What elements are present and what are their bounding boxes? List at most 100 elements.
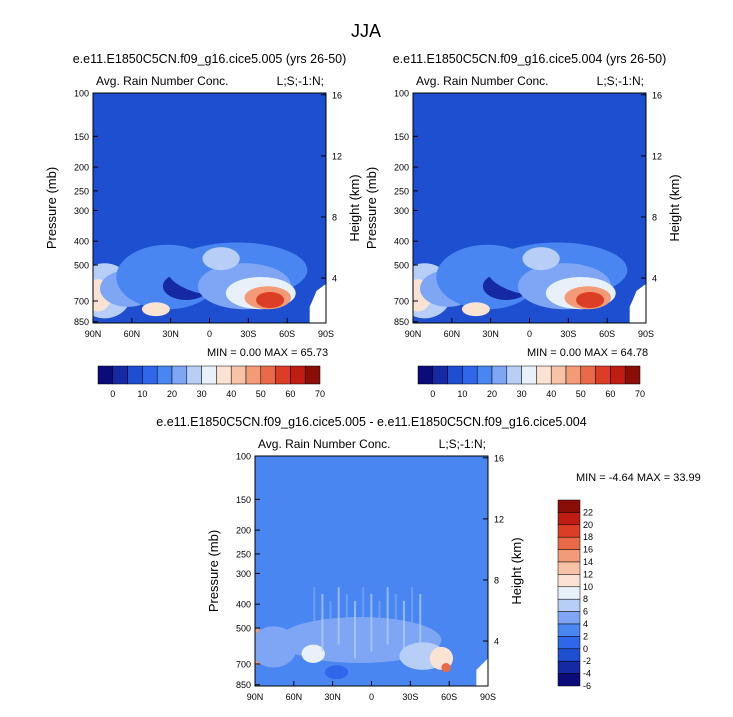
field-streak xyxy=(378,600,381,659)
panel-right-label: L;S;-1:N; xyxy=(597,74,644,88)
colorbar-tick-label: 22 xyxy=(583,507,593,517)
colorbar-box xyxy=(230,365,247,385)
y2-tick-label: 12 xyxy=(652,151,662,161)
colorbar-box xyxy=(521,365,537,385)
field-contour xyxy=(202,247,240,271)
missing-data-mask xyxy=(476,658,488,686)
field-contour xyxy=(576,291,605,309)
colorbar-box xyxy=(557,623,581,637)
y-tick-label: 200 xyxy=(74,163,89,173)
y2-axis-label: Height (km) xyxy=(509,537,524,604)
colorbar-box xyxy=(557,611,581,625)
x-tick-label: 30S xyxy=(240,329,256,339)
min-max-stats: MIN = 0.00 MAX = 65.73 xyxy=(207,347,328,359)
field-contour xyxy=(256,291,285,309)
colorbar-box xyxy=(275,365,291,385)
colorbar-tick-label: 70 xyxy=(315,389,325,399)
colorbar-box xyxy=(557,499,581,513)
colorbar-box xyxy=(557,561,581,575)
colorbar-tick-label: 70 xyxy=(635,389,645,399)
colorbar-tick-label: 4 xyxy=(583,619,588,629)
colorbar-tick-label: 10 xyxy=(137,389,147,399)
colorbar-tick-label: 40 xyxy=(546,389,556,399)
colorbar-box xyxy=(304,365,321,385)
y-tick-label: 850 xyxy=(394,317,409,327)
field-streak xyxy=(313,587,316,645)
y-tick-label: 500 xyxy=(74,261,89,271)
field-streak xyxy=(354,600,357,659)
y-tick-label: 400 xyxy=(236,600,251,610)
field-streak xyxy=(337,587,340,645)
colorbar-box xyxy=(506,365,522,385)
field-streak xyxy=(321,594,324,652)
x-tick-label: 60N xyxy=(124,329,141,339)
panel-left-label: Avg. Rain Number Conc. xyxy=(258,437,391,451)
colorbar-box xyxy=(557,660,581,674)
y-tick-label: 150 xyxy=(394,132,409,142)
colorbar-box xyxy=(610,365,626,385)
colorbar-tick-label: 12 xyxy=(583,569,593,579)
colorbar-tick-label: 8 xyxy=(583,594,588,604)
field-streak xyxy=(362,587,365,645)
y2-tick-label: 12 xyxy=(494,514,504,524)
colorbar-tick-label: 0 xyxy=(110,389,115,399)
colorbar-tick-label: 30 xyxy=(517,389,527,399)
x-tick-label: 30N xyxy=(482,329,499,339)
colorbar-box xyxy=(432,365,448,385)
x-tick-label: 60N xyxy=(286,692,303,702)
x-tick-label: 90S xyxy=(480,692,496,702)
colorbar-box xyxy=(624,365,641,385)
colorbar-box xyxy=(290,365,306,385)
colorbar-tick-label: 0 xyxy=(583,644,588,654)
colorbar-box xyxy=(186,365,202,385)
panel-right-label: L;S;-1:N; xyxy=(277,74,324,88)
y-tick-label: 500 xyxy=(236,624,251,634)
colorbar-tick-label: 60 xyxy=(605,389,615,399)
y2-tick-label: 4 xyxy=(652,274,657,284)
y-tick-label: 250 xyxy=(236,549,251,559)
colorbar-box xyxy=(557,536,581,550)
field-streak xyxy=(370,594,373,652)
field-contour xyxy=(301,644,325,663)
x-tick-label: 0 xyxy=(207,329,212,339)
y-tick-label: 700 xyxy=(394,296,409,306)
x-tick-label: 30S xyxy=(402,692,418,702)
y-tick-label: 250 xyxy=(74,186,89,196)
x-tick-label: 60N xyxy=(444,329,461,339)
y2-tick-label: 8 xyxy=(652,212,657,222)
colorbar-tick-label: 40 xyxy=(226,389,236,399)
colorbar-box xyxy=(245,365,262,385)
y2-tick-label: 4 xyxy=(494,637,499,647)
colorbar-box xyxy=(550,365,567,385)
field-contour xyxy=(324,665,349,680)
field-contour xyxy=(461,302,490,317)
y2-axis-label: Height (km) xyxy=(667,174,682,241)
colorbar-box xyxy=(462,365,478,385)
colorbar-tick-label: 50 xyxy=(576,389,586,399)
colorbar-box xyxy=(417,365,434,385)
y-tick-label: 850 xyxy=(74,317,89,327)
colorbar-box xyxy=(536,365,552,385)
colorbar-box xyxy=(557,574,581,588)
colorbar-tick-label: 6 xyxy=(583,607,588,617)
x-tick-label: 30N xyxy=(324,692,341,702)
y-tick-label: 100 xyxy=(394,89,409,99)
colorbar-tick-label: 20 xyxy=(167,389,177,399)
colorbar-box xyxy=(142,365,158,385)
x-tick-label: 90S xyxy=(638,329,654,339)
y-tick-label: 100 xyxy=(236,452,251,462)
y-tick-label: 200 xyxy=(236,526,251,536)
colorbar-box xyxy=(557,586,581,600)
y-tick-label: 150 xyxy=(236,495,251,505)
colorbar-box xyxy=(491,365,508,385)
panel-left-label: Avg. Rain Number Conc. xyxy=(416,74,549,88)
y-tick-label: 300 xyxy=(236,569,251,579)
colorbar-tick-label: 18 xyxy=(583,532,593,542)
missing-data-mask xyxy=(309,283,326,323)
x-tick-label: 60S xyxy=(279,329,295,339)
colorbar-box xyxy=(557,673,581,687)
colorbar-box xyxy=(557,648,581,662)
panel-left-label: Avg. Rain Number Conc. xyxy=(96,74,229,88)
